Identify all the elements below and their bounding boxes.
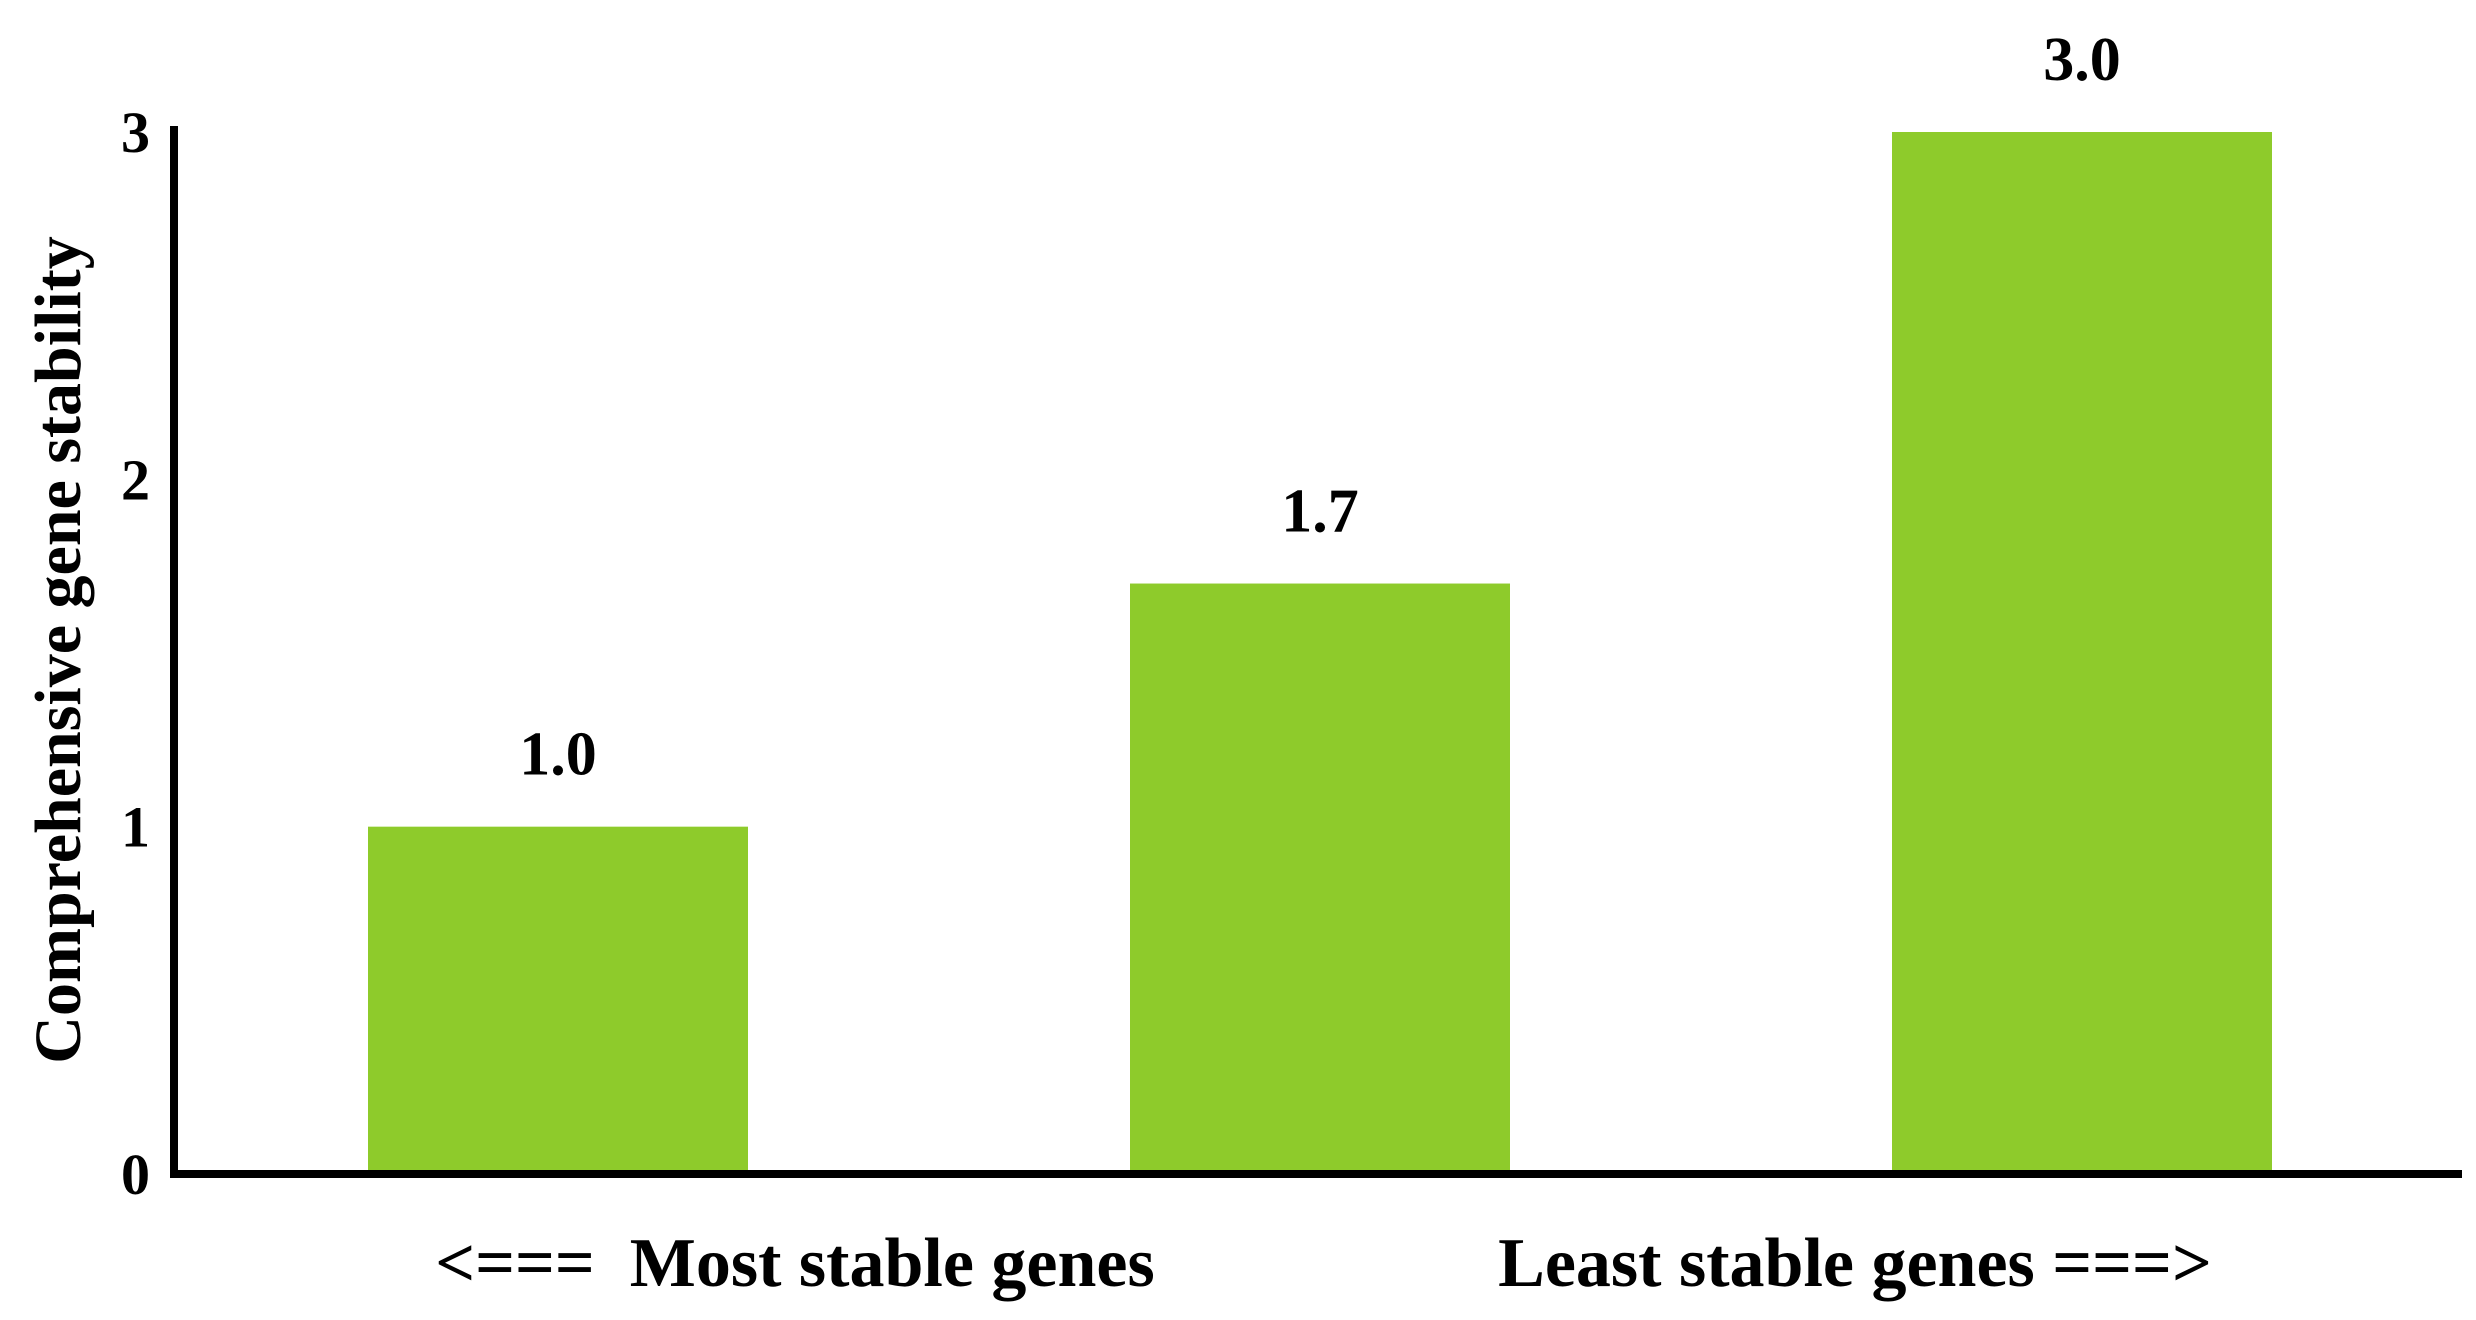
- bar-1: [368, 826, 748, 1174]
- y-tick-label-2: 2: [121, 447, 150, 512]
- bar-value-label-1: 1.0: [519, 721, 597, 789]
- y-tick-label-1: 1: [121, 795, 150, 860]
- bar-value-label-2: 1.7: [1281, 478, 1359, 546]
- bar-value-label-3: 3.0: [2043, 26, 2121, 94]
- y-tick-label-0: 0: [121, 1142, 150, 1207]
- bar-2: [1130, 583, 1510, 1174]
- bar-labels-layer: 1.0 1.7 3.0: [519, 26, 2121, 789]
- x-caption-right: Least stable genes ===>: [1498, 1225, 2212, 1302]
- bars-layer: [368, 132, 2272, 1174]
- bar-3: [1892, 132, 2272, 1174]
- y-axis-title: Comprehensive gene stability: [22, 236, 95, 1063]
- x-caption-left: <=== Most stable genes: [435, 1225, 1154, 1302]
- y-tick-label-3: 3: [121, 100, 150, 165]
- y-ticks-layer: 0 1 2 3: [121, 100, 150, 1207]
